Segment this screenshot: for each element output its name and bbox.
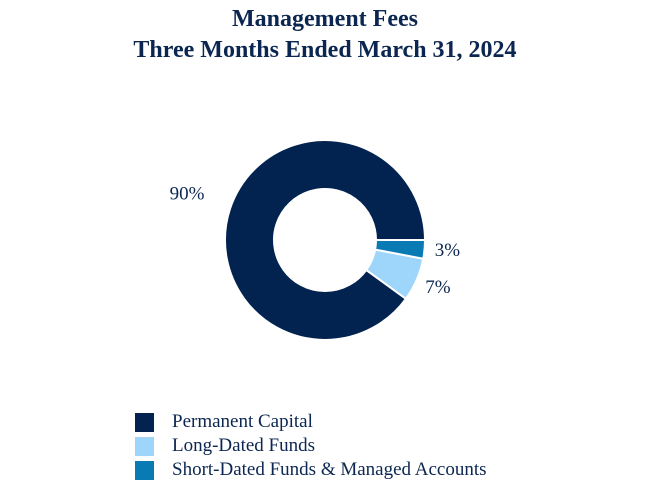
legend-item-long-dated-funds: Long-Dated Funds bbox=[135, 434, 487, 458]
legend-label-permanent-capital: Permanent Capital bbox=[172, 411, 313, 432]
slice-short-dated-funds bbox=[373, 239, 427, 260]
slice-permanent-capital bbox=[224, 139, 427, 341]
legend-label-short-dated-funds: Short-Dated Funds & Managed Accounts bbox=[172, 459, 487, 480]
chart-title-block: Management Fees Three Months Ended March… bbox=[0, 4, 650, 66]
legend-item-permanent-capital: Permanent Capital bbox=[135, 410, 487, 434]
legend-swatch-permanent-capital bbox=[135, 412, 154, 432]
chart-title: Management Fees bbox=[232, 6, 418, 32]
data-label-long-dated-funds: 7% bbox=[425, 277, 451, 298]
legend-swatch-long-dated-funds bbox=[135, 436, 154, 456]
donut-chart: 90% 7% 3% bbox=[170, 139, 461, 341]
legend-label-long-dated-funds: Long-Dated Funds bbox=[172, 435, 316, 456]
chart-subtitle: Three Months Ended March 31, 2024 bbox=[133, 37, 517, 63]
data-label-short-dated-funds: 3% bbox=[435, 240, 461, 261]
legend: Permanent Capital Long-Dated Funds Short… bbox=[135, 410, 487, 482]
legend-item-short-dated-funds: Short-Dated Funds & Managed Accounts bbox=[135, 458, 487, 482]
legend-swatch-short-dated-funds bbox=[135, 460, 154, 480]
data-label-permanent-capital: 90% bbox=[170, 184, 205, 205]
